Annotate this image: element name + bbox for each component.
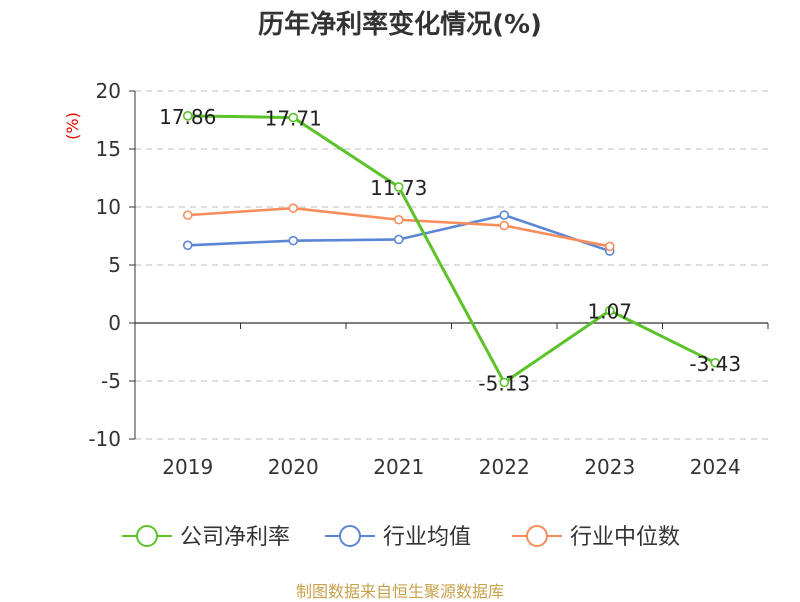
- y-tick-label: 20: [96, 79, 121, 103]
- series-lines: [182, 111, 721, 388]
- series-line: [187, 114, 716, 385]
- data-point: [182, 111, 193, 121]
- data-label: 17.71: [265, 107, 322, 131]
- y-tick-label: 0: [108, 311, 121, 335]
- data-point: [499, 220, 510, 231]
- axes: 20 15 10 5 0 -5 -10 2019 2020 2021 2022 2023 2024 (%): [63, 79, 769, 479]
- data-point: [288, 203, 299, 213]
- y-tick-label: 10: [96, 195, 121, 219]
- legend-marker: [339, 525, 361, 547]
- data-label: -3.43: [689, 352, 741, 376]
- y-tick-label: -10: [88, 427, 121, 451]
- x-tick-label: 2021: [373, 455, 424, 479]
- legend: 公司净利率 行业均值 行业中位数: [122, 525, 680, 550]
- data-point: [182, 210, 193, 220]
- chart-title: 历年净利率变化情况(%): [258, 10, 542, 40]
- legend-label: 行业均值: [383, 525, 471, 550]
- data-point: [393, 234, 404, 245]
- legend-marker: [136, 525, 158, 547]
- legend-marker: [526, 525, 548, 547]
- data-point: [288, 112, 299, 123]
- data-labels: 17.86 17.71 11.73 -5.13 1.07 -3.43: [159, 105, 741, 396]
- data-point: [393, 214, 404, 225]
- data-point: [288, 235, 299, 246]
- data-point: [604, 305, 615, 316]
- y-axis-unit: (%): [63, 112, 82, 140]
- data-label: 17.86: [159, 105, 216, 129]
- data-point: [499, 377, 510, 388]
- y-tick-label: -5: [101, 369, 121, 393]
- legend-label: 公司净利率: [180, 525, 290, 550]
- source-note: 制图数据来自恒生聚源数据库: [295, 582, 504, 601]
- x-tick-label: 2022: [479, 455, 530, 479]
- x-tick-label: 2023: [584, 455, 635, 479]
- y-tick-label: 5: [108, 253, 121, 277]
- x-tick-label: 2020: [268, 455, 319, 479]
- legend-label: 行业中位数: [570, 525, 680, 550]
- data-point: [182, 240, 193, 251]
- data-point: [604, 241, 615, 252]
- grid-lines: [135, 90, 768, 440]
- data-label: -5.13: [478, 372, 530, 396]
- x-tick-label: 2024: [690, 455, 741, 479]
- data-point: [499, 210, 510, 220]
- x-tick-label: 2019: [162, 455, 213, 479]
- y-tick-label: 15: [96, 137, 121, 161]
- data-point: [710, 357, 721, 368]
- data-label: 11.73: [370, 176, 427, 200]
- data-point: [393, 182, 404, 192]
- data-label: 1.07: [587, 300, 632, 324]
